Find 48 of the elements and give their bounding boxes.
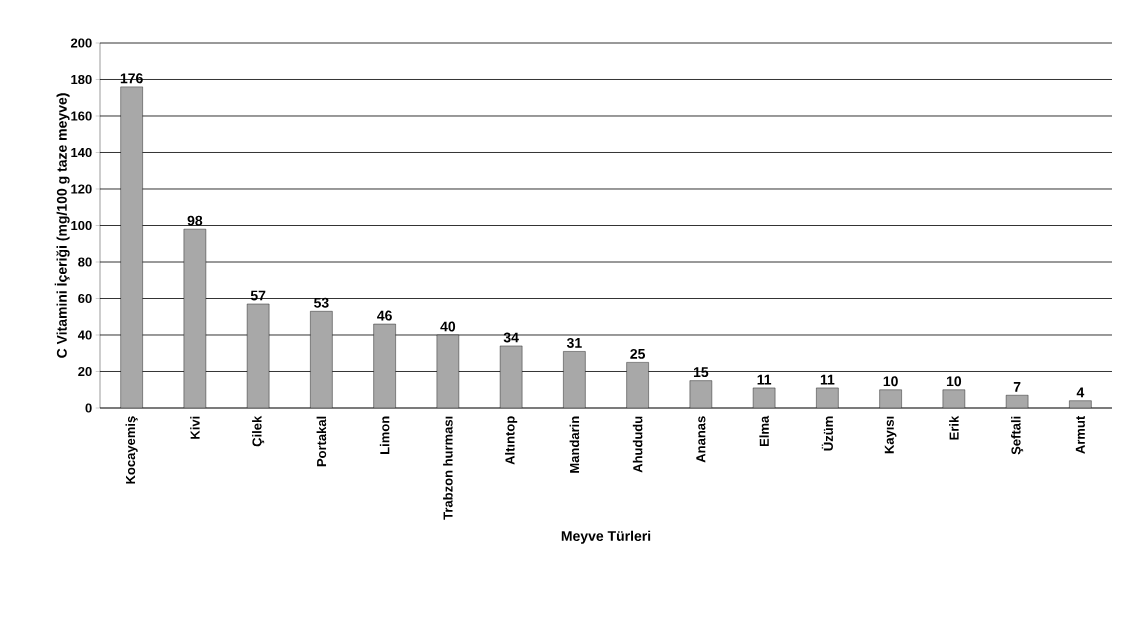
data-label: 4: [1076, 387, 1085, 398]
bar: [310, 311, 333, 408]
data-label: 98: [187, 215, 203, 226]
x-tick-label: Elma: [759, 415, 769, 447]
y-tick-label: 160: [71, 111, 92, 121]
data-label: 40: [440, 321, 456, 332]
data-label: 10: [946, 376, 962, 387]
y-tick-label: 60: [78, 293, 92, 304]
x-tick-label: Şeftali: [1011, 416, 1024, 455]
data-label: 31: [566, 337, 582, 348]
x-tick-label: Trabzon hurması: [443, 416, 453, 520]
bar: [626, 362, 649, 408]
bar: [120, 86, 143, 408]
data-label: 10: [883, 376, 898, 387]
data-label: 11: [757, 374, 772, 385]
x-tick-label: Portakal: [316, 416, 327, 467]
y-tick-label: 20: [78, 366, 92, 377]
y-tick-label: 140: [71, 147, 92, 158]
y-tick-label: 0: [85, 403, 92, 413]
x-tick-label: Kocayemiş: [125, 416, 138, 484]
x-axis-title: Meyve Türleri: [561, 530, 651, 544]
y-tick-label: 100: [71, 220, 92, 231]
y-tick-label: 200: [70, 38, 92, 48]
x-tick-label: Limon: [379, 416, 390, 454]
data-label: 11: [820, 374, 835, 385]
y-tick-label: 180: [71, 74, 92, 85]
x-tick-label: Ahududu: [632, 416, 643, 473]
x-tick-label: Ananas: [696, 416, 706, 463]
x-tick-label: Kayısı: [884, 416, 897, 454]
data-label: 46: [377, 310, 392, 321]
data-label: 53: [314, 297, 329, 308]
y-tick-label: 120: [71, 184, 92, 194]
data-label: 25: [630, 348, 646, 359]
data-label: 34: [503, 332, 519, 343]
data-label: 7: [1013, 382, 1021, 392]
x-tick-label: Erik: [949, 415, 959, 440]
y-tick-label: 40: [77, 330, 92, 340]
bar: [373, 324, 396, 408]
bar: [183, 229, 206, 408]
x-tick-label: Armut: [1075, 415, 1085, 454]
x-tick-label: Altıntop: [505, 416, 518, 465]
y-axis-title: C Vitamini İçeriği (mg/100 g taze meyve): [54, 93, 70, 358]
x-tick-label: Kivi: [190, 416, 200, 439]
y-tick-label: 80: [78, 257, 92, 267]
x-tick-label: Çilek: [252, 415, 265, 447]
x-tick-label: Mandarin: [569, 416, 580, 473]
bar: [563, 351, 586, 408]
x-tick-label: Üzüm: [821, 416, 833, 451]
